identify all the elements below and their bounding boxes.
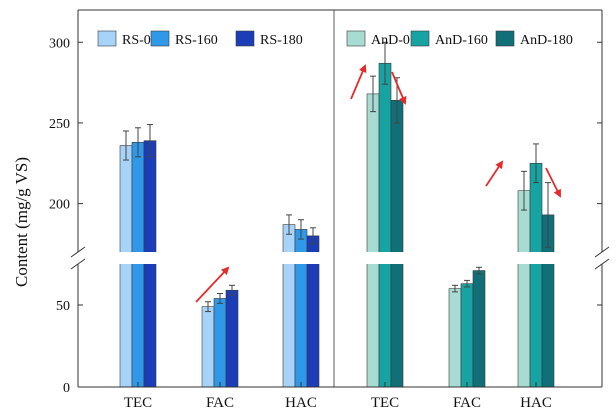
bar-and-160-hac bbox=[529, 162, 543, 388]
trend-arrow-and-hac-down bbox=[545, 167, 561, 198]
arrows-layer bbox=[195, 64, 561, 303]
trend-arrow-rs-fac-up bbox=[195, 266, 230, 303]
bar-and-0-tec bbox=[366, 93, 380, 388]
bar-and-160-tec bbox=[378, 62, 392, 388]
trend-arrow-and-hac-up bbox=[485, 160, 504, 187]
bar-rs-160-fac bbox=[213, 298, 227, 388]
legend-swatch-rs-180 bbox=[235, 30, 255, 47]
x-tick-label-and-hac: HAC bbox=[520, 395, 552, 411]
y-tick-label-300: 300 bbox=[49, 36, 70, 51]
legend-label-rs-0: RS-0 bbox=[122, 33, 151, 48]
bar-and-0-hac bbox=[517, 190, 531, 388]
legend-label-and-180: AnD-180 bbox=[520, 33, 573, 48]
legend-swatch-and-160 bbox=[410, 30, 430, 47]
y-tick-label-50: 50 bbox=[56, 299, 70, 314]
y-tick-label-0: 0 bbox=[63, 381, 70, 396]
axis-break-band bbox=[66, 252, 614, 264]
break-mark-bottom-1 bbox=[594, 258, 610, 270]
legend-label-and-160: AnD-160 bbox=[435, 33, 488, 48]
axes-layer bbox=[66, 9, 614, 388]
x-tick-label-rs-fac: FAC bbox=[206, 395, 234, 411]
y-tick-label-200: 200 bbox=[49, 198, 70, 213]
bar-rs-0-tec bbox=[119, 145, 133, 388]
x-tick-label-and-fac: FAC bbox=[453, 395, 481, 411]
bar-and-180-fac bbox=[472, 270, 486, 388]
legend-layer: RS-0 RS-160 RS-180 AnD-0 AnD-160 AnD-180 bbox=[97, 30, 573, 48]
bars-layer bbox=[119, 41, 555, 388]
break-mark-bottom-0 bbox=[70, 258, 86, 270]
y-tick-label-250: 250 bbox=[49, 117, 70, 132]
y-axis-label: Content (mg/g VS) bbox=[12, 157, 31, 287]
bar-and-160-fac bbox=[460, 283, 474, 388]
x-tick-label-and-tec: TEC bbox=[371, 395, 399, 411]
legend-label-rs-160: RS-160 bbox=[175, 33, 218, 48]
legend-swatch-and-0 bbox=[346, 30, 366, 47]
trend-arrow-and-tec-down bbox=[391, 71, 407, 105]
labels-layer: TEC FAC HAC TEC FAC HAC 0 50 200 250 300 bbox=[49, 36, 552, 411]
break-mark-top-0 bbox=[70, 246, 86, 258]
break-mark-top-1 bbox=[594, 246, 610, 258]
bar-rs-180-fac bbox=[225, 289, 239, 388]
legend-swatch-rs-0 bbox=[97, 30, 117, 47]
legend-swatch-and-180 bbox=[495, 30, 515, 47]
legend-label-rs-180: RS-180 bbox=[260, 33, 303, 48]
legend-label-and-0: AnD-0 bbox=[371, 33, 410, 48]
x-tick-label-rs-tec: TEC bbox=[124, 395, 152, 411]
bar-rs-0-hac bbox=[282, 224, 296, 388]
trend-arrow-and-tec-up bbox=[350, 64, 367, 100]
bar-rs-0-fac bbox=[201, 306, 215, 388]
bar-rs-160-tec bbox=[131, 141, 145, 388]
x-tick-label-rs-hac: HAC bbox=[285, 395, 317, 411]
legend-swatch-rs-160 bbox=[150, 30, 170, 47]
bar-and-180-tec bbox=[390, 100, 404, 388]
bar-and-0-fac bbox=[448, 288, 462, 388]
